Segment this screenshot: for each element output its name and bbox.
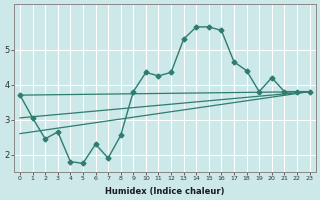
X-axis label: Humidex (Indice chaleur): Humidex (Indice chaleur): [105, 187, 225, 196]
